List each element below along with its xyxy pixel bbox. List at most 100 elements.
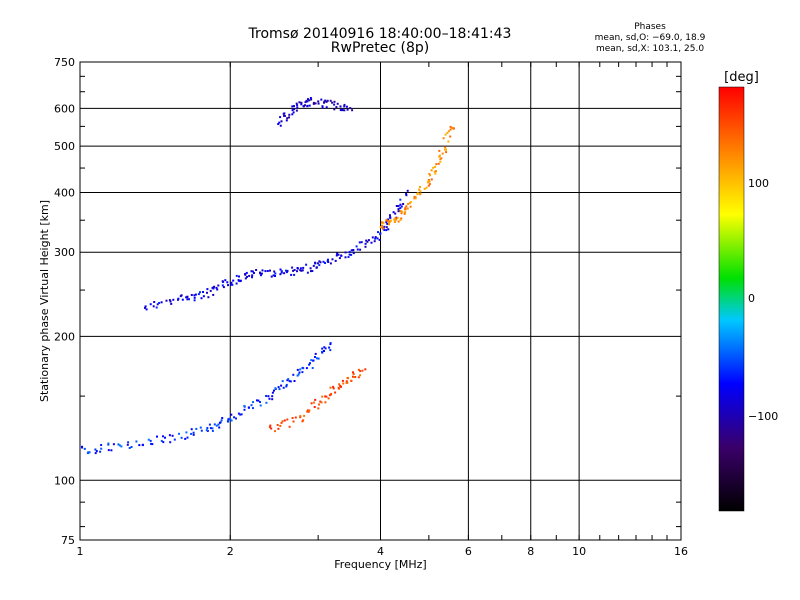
data-point — [357, 368, 360, 371]
data-point — [449, 128, 452, 131]
data-point — [419, 190, 422, 193]
data-point — [418, 188, 421, 191]
data-point — [414, 197, 417, 200]
data-point — [330, 392, 333, 395]
data-point — [255, 269, 258, 271]
x-tick-label: 1 — [77, 545, 84, 558]
data-point — [413, 197, 416, 200]
data-point — [441, 152, 444, 155]
data-point — [248, 274, 251, 277]
data-point — [169, 300, 172, 303]
data-point — [324, 99, 327, 102]
data-point — [112, 443, 115, 446]
data-point — [285, 271, 288, 274]
data-point — [405, 192, 408, 195]
data-point — [317, 357, 320, 360]
data-point — [247, 406, 250, 409]
data-point — [382, 221, 385, 224]
data-point — [269, 269, 271, 272]
data-point — [190, 432, 193, 435]
data-point — [360, 241, 363, 244]
data-point — [285, 385, 288, 388]
data-point — [86, 452, 89, 455]
data-point — [358, 241, 361, 244]
data-point — [310, 402, 313, 405]
data-point — [444, 146, 447, 149]
data-point — [318, 403, 320, 406]
data-point — [321, 347, 324, 350]
data-point — [147, 438, 150, 441]
data-point — [350, 379, 353, 382]
data-point — [285, 269, 287, 272]
data-point — [212, 287, 215, 290]
data-point — [308, 104, 311, 107]
data-point — [293, 105, 295, 108]
data-point — [186, 436, 189, 439]
data-point — [399, 210, 402, 212]
data-point — [447, 130, 450, 133]
data-point — [202, 295, 205, 298]
data-point — [228, 417, 231, 420]
data-point — [279, 273, 282, 276]
data-point — [156, 435, 158, 438]
data-point — [445, 151, 448, 154]
data-point — [314, 262, 317, 265]
data-point — [323, 350, 325, 352]
data-point — [259, 401, 261, 403]
data-point — [406, 207, 409, 210]
data-point — [390, 219, 392, 222]
data-point — [265, 401, 268, 404]
data-point — [370, 241, 373, 244]
data-point — [211, 427, 214, 430]
data-point — [279, 124, 282, 127]
data-point — [239, 413, 242, 416]
data-point — [185, 431, 188, 434]
data-point — [312, 101, 315, 104]
data-point — [215, 424, 218, 427]
data-point — [257, 399, 260, 402]
data-point — [261, 269, 264, 272]
data-point — [341, 108, 344, 111]
data-point — [231, 283, 234, 286]
y-tick-label: 500 — [54, 140, 75, 153]
data-point — [218, 421, 221, 424]
y-axis-label: Stationary phase Virtual Height [km] — [38, 200, 51, 402]
data-point — [337, 386, 340, 389]
data-point — [295, 109, 298, 112]
data-points — [81, 97, 455, 455]
data-point — [100, 444, 103, 446]
data-point — [274, 272, 277, 275]
data-point — [395, 205, 398, 207]
data-point — [215, 286, 218, 289]
data-point — [171, 434, 174, 437]
data-point — [313, 406, 316, 408]
data-point — [149, 303, 152, 306]
data-point — [439, 160, 442, 163]
data-point — [442, 137, 445, 140]
data-point — [274, 430, 276, 433]
data-point — [152, 305, 155, 308]
data-point — [165, 299, 168, 302]
data-point — [329, 386, 332, 389]
data-point — [195, 427, 198, 430]
data-point — [428, 183, 431, 186]
data-point — [150, 442, 152, 445]
data-point — [293, 108, 296, 111]
data-point — [181, 298, 184, 301]
data-point — [271, 391, 274, 394]
data-point — [426, 181, 429, 184]
data-point — [309, 267, 312, 270]
data-point — [288, 113, 291, 116]
data-point — [323, 101, 325, 104]
data-point — [244, 277, 247, 280]
data-point — [434, 172, 437, 175]
data-point — [311, 367, 314, 369]
data-point — [297, 373, 300, 376]
data-point — [294, 416, 297, 419]
data-point — [350, 253, 353, 256]
data-point — [432, 166, 435, 169]
data-point — [333, 108, 336, 111]
data-point — [292, 420, 295, 423]
data-point — [379, 226, 382, 229]
data-point — [334, 391, 337, 394]
